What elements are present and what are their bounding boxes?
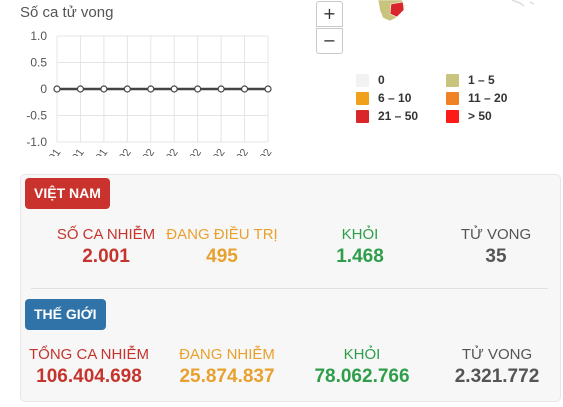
vn-treating-label: ĐANG ĐIỀU TRỊ [166, 226, 278, 243]
chart-data-point [240, 85, 249, 93]
world-deaths-label: TỬ VONG [461, 346, 533, 363]
chart-y-tick-label: -0.5 [26, 109, 47, 123]
vn-recovered-stat: KHỎI 1.468 [290, 226, 430, 268]
map-zoom-out-button[interactable]: − [316, 28, 343, 54]
legend-label: > 50 [468, 109, 492, 123]
world-cases-label: TỔNG CA NHIỄM [28, 346, 149, 363]
legend-label: 21 – 50 [378, 109, 419, 123]
vn-cases-label: SỐ CA NHIỄM [56, 226, 156, 243]
legend-swatch [446, 73, 459, 87]
world-deaths-stat: TỬ VONG 2.321.772 [427, 346, 563, 388]
world-active-stat: ĐANG NHIỄM 25.874.837 [157, 346, 297, 388]
chart-x-tick-label: 29/01 [38, 147, 64, 156]
world-active-value: 25.874.837 [179, 366, 275, 387]
vn-treating-value: 495 [206, 246, 238, 267]
vn-deaths-stat: TỬ VONG 35 [426, 226, 563, 268]
deaths-line-chart: 1.0 0.5 0 -0.5 -1.029/0130/0131/0101/0202/02… [26, 29, 275, 156]
chart-data-point [170, 85, 178, 93]
chart-y-tick-label: 1.0 [30, 29, 47, 43]
legend-swatch [356, 73, 369, 87]
world-active-label: ĐANG NHIỄM [179, 346, 275, 363]
chart-data-point [100, 85, 108, 93]
chart-x-tick-label: 30/01 [61, 147, 87, 156]
chart-data-point [76, 85, 85, 93]
chart-y-tick-label: 0 [40, 82, 47, 96]
chart-data-point [217, 85, 225, 93]
world-recovered-value: 78.062.766 [314, 366, 410, 387]
vn-recovered-value: 1.468 [336, 246, 384, 267]
world-recovered-label: KHỎI [343, 346, 381, 363]
chart-x-tick-label: 03/02 [155, 147, 181, 156]
legend-swatch [446, 91, 459, 105]
chart-x-tick-label: 01/02 [108, 147, 134, 156]
chart-data-point [53, 85, 61, 93]
chart-x-tick-label: 04/02 [179, 147, 205, 156]
legend-swatch [446, 109, 459, 123]
world-deaths-value: 2.321.772 [454, 366, 540, 387]
legend-swatch [356, 109, 369, 123]
legend-item: 11 – 20 [446, 91, 507, 105]
legend-label: 0 [378, 73, 385, 87]
panel-divider [31, 288, 548, 289]
legend-label: 1 – 5 [468, 73, 495, 87]
vn-deaths-value: 35 [485, 246, 507, 267]
legend-item: > 50 [446, 109, 492, 123]
vn-cases-value: 2.001 [82, 246, 130, 267]
chart-y-tick-label: 0.5 [30, 56, 47, 70]
world-cases-value: 106.404.698 [36, 366, 142, 387]
legend-label: 6 – 10 [378, 91, 412, 105]
vietnam-badge: VIỆT NAM [25, 178, 110, 209]
world-badge: THẾ GIỚI [25, 299, 106, 330]
legend-item: 0 [356, 73, 385, 87]
vn-recovered-label: KHỎI [341, 226, 379, 243]
vn-deaths-label: TỬ VONG [460, 226, 532, 243]
chart-y-tick-label: -1.0 [26, 135, 47, 149]
map-region-highlight [389, 1, 405, 18]
legend-item: 1 – 5 [446, 73, 495, 87]
chart-x-tick-label: 06/02 [225, 147, 251, 156]
map-zoom-in-button[interactable]: + [316, 1, 343, 27]
chart-data-point [147, 85, 155, 93]
chart-data-point [264, 85, 272, 93]
vn-cases-stat: SỐ CA NHIỄM 2.001 [36, 226, 176, 268]
world-cases-stat: TỔNG CA NHIỄM 106.404.698 [19, 346, 159, 388]
chart-x-tick-label: 02/02 [132, 147, 158, 156]
vn-treating-stat: ĐANG ĐIỀU TRỊ 495 [152, 226, 292, 268]
vietnam-map-fragment[interactable] [372, 0, 563, 30]
chart-x-tick-label: 31/01 [85, 147, 111, 156]
world-recovered-stat: KHỎI 78.062.766 [292, 346, 432, 388]
legend-label: 11 – 20 [468, 91, 508, 105]
stats-panel: VIỆT NAM SỐ CA NHIỄM 2.001 ĐANG ĐIỀU TRỊ… [20, 174, 561, 402]
chart-x-tick-label: 05/02 [202, 147, 228, 156]
legend-item: 21 – 50 [356, 109, 418, 123]
legend-swatch [356, 91, 369, 105]
chart-data-point [123, 85, 131, 93]
chart-data-point [194, 85, 202, 93]
chart-x-tick-label: 07/02 [249, 147, 275, 156]
map-region-islands [511, 0, 535, 7]
legend-item: 6 – 10 [356, 91, 411, 105]
chart-title: Số ca tử vong [20, 4, 114, 21]
